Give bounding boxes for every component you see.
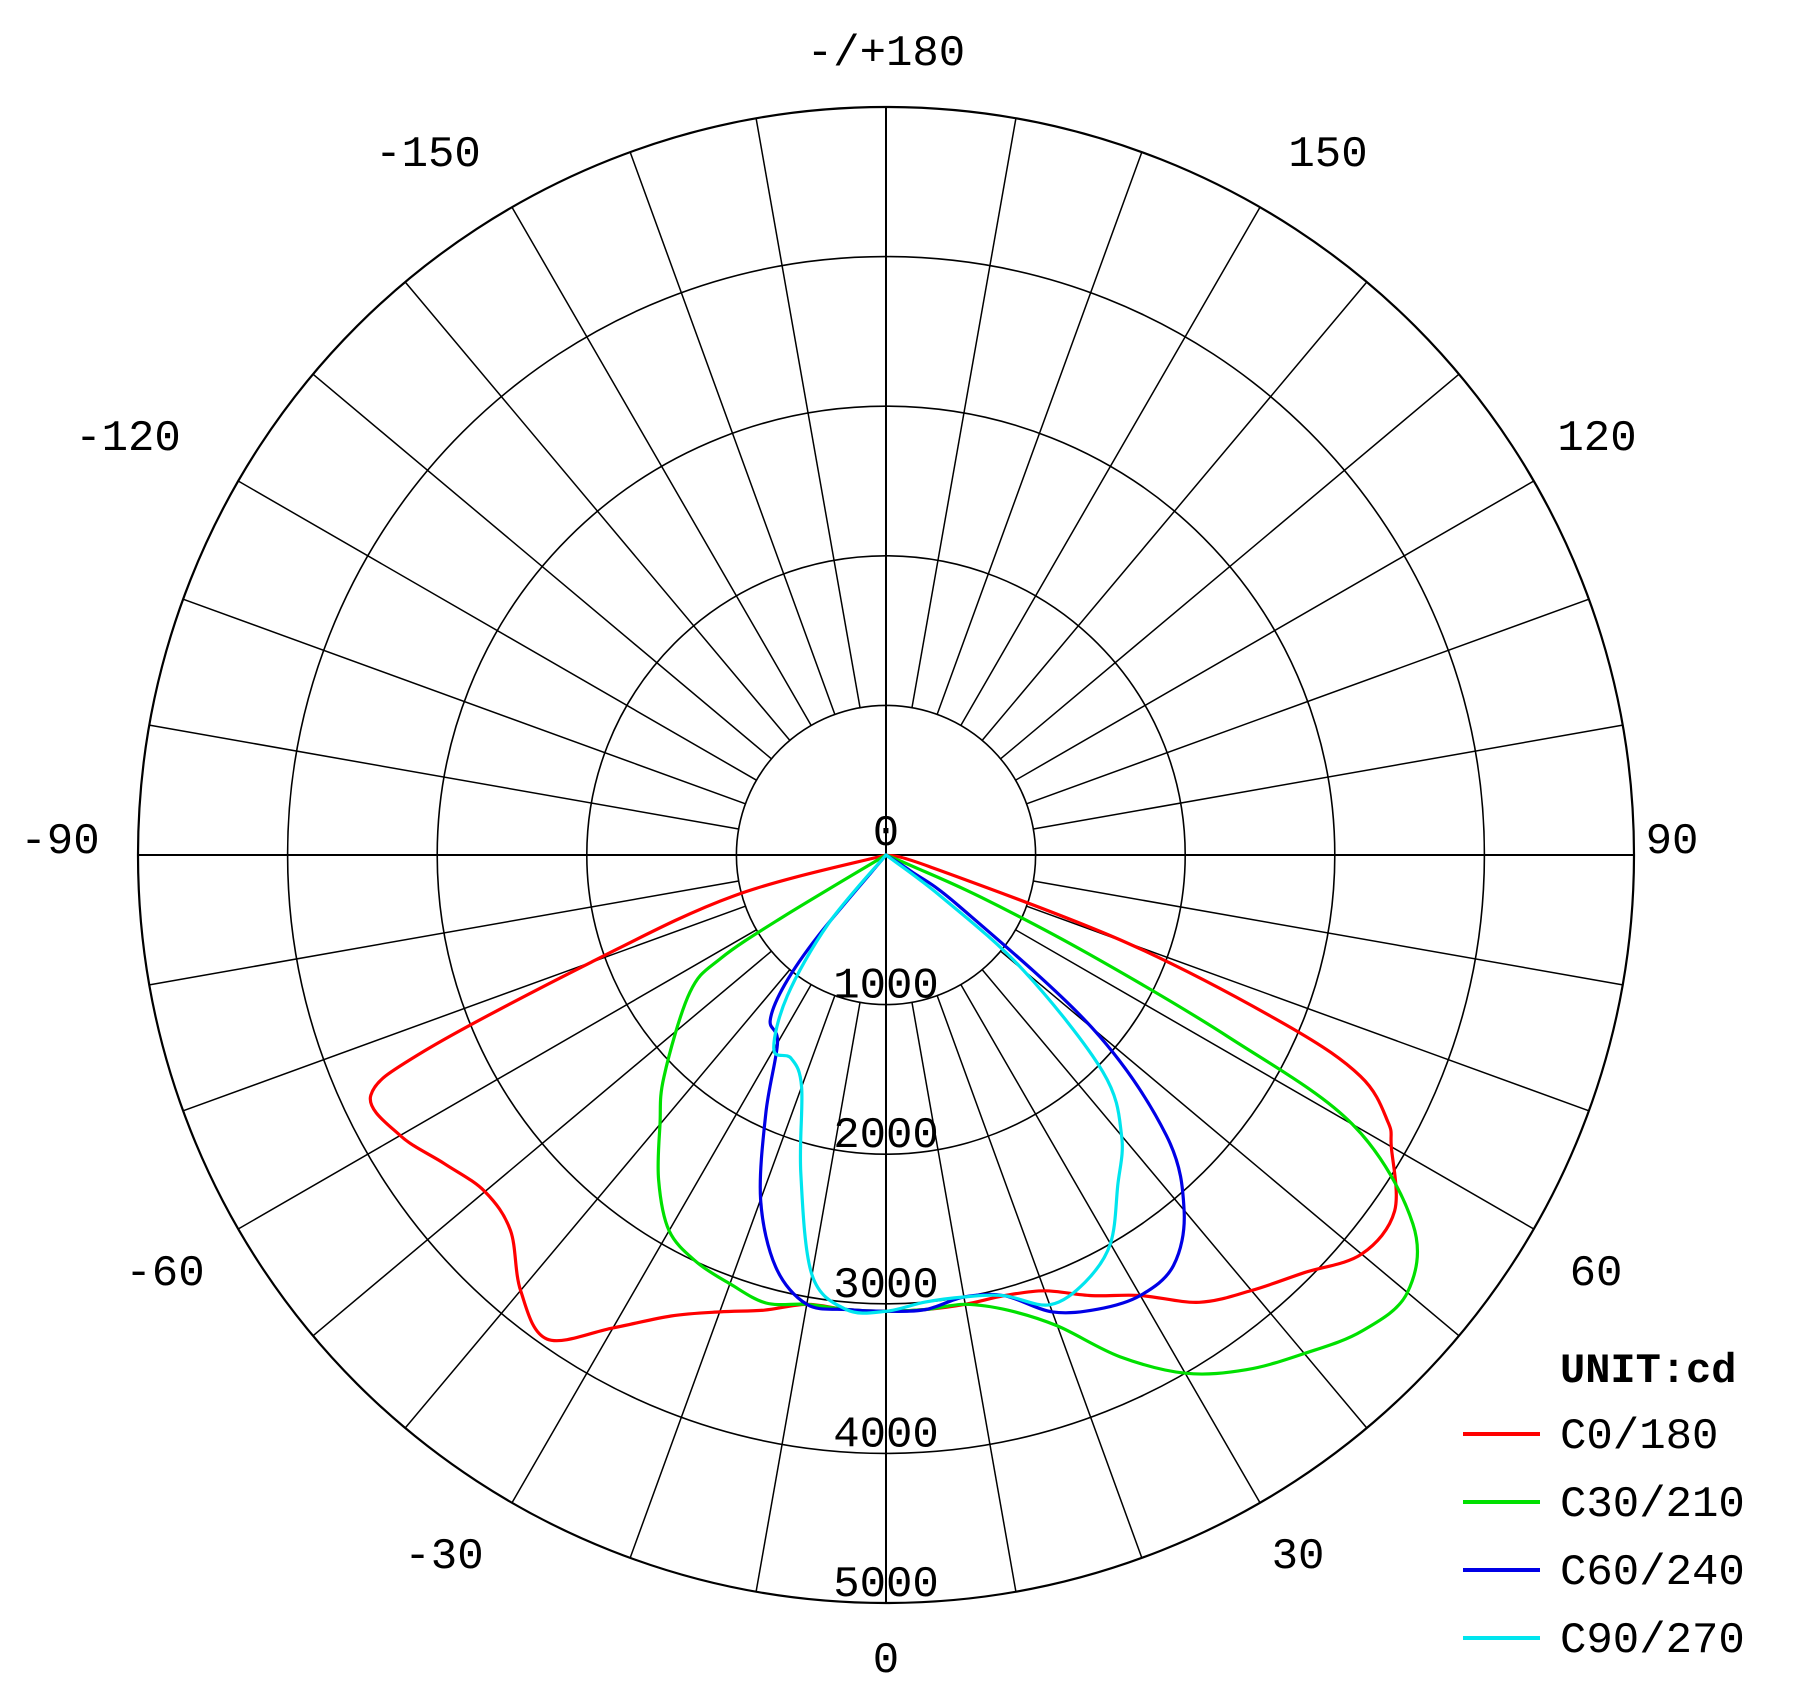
grid-spoke--40 [404, 969, 791, 1429]
grid-spoke--140 [404, 281, 791, 741]
grid-spoke-140 [981, 281, 1368, 741]
angle-label-90: 90 [1646, 817, 1699, 867]
radial-tick-label-4000: 4000 [833, 1410, 939, 1460]
legend-label: C90/270 [1560, 1616, 1745, 1666]
angle-label-60: 60 [1570, 1249, 1623, 1299]
grid-spoke-80 [1033, 880, 1623, 986]
legend-label: C30/210 [1560, 1480, 1745, 1530]
angle-label-30: 30 [1272, 1532, 1325, 1582]
series-curves [368, 853, 1420, 1376]
legend-label: C0/180 [1560, 1412, 1718, 1462]
radial-tick-label-2000: 2000 [833, 1111, 939, 1161]
angle-label-minus-150: -150 [375, 130, 481, 180]
radial-tick-label-1000: 1000 [833, 962, 939, 1012]
grid-spoke-120 [1015, 480, 1535, 781]
legend-label: C60/240 [1560, 1548, 1745, 1598]
grid-spoke-40 [981, 969, 1368, 1429]
grid-spoke-100 [1033, 724, 1623, 830]
grid-spoke-160 [936, 151, 1143, 715]
grid-spoke--110 [182, 598, 746, 805]
grid-spoke--160 [629, 151, 836, 715]
legend: UNIT:cd C0/180 C30/210 C60/240 C90/270 [1463, 1347, 1745, 1666]
grid-spoke--70 [182, 905, 746, 1112]
grid-spoke-50 [1000, 950, 1460, 1337]
angle-label-150: 150 [1288, 130, 1367, 180]
grid-spoke--150 [511, 206, 812, 726]
angle-label-0: 0 [873, 1636, 899, 1686]
radial-tick-label-5000: 5000 [833, 1560, 939, 1610]
radial-tick-label-0: 0 [873, 809, 899, 859]
grid-spoke--100 [149, 724, 739, 830]
unit-label: UNIT:cd [1560, 1347, 1736, 1395]
grid-spoke--120 [237, 480, 757, 781]
grid-spoke-170 [911, 118, 1017, 708]
angle-label-minus-30: -30 [404, 1532, 483, 1582]
grid-spoke--80 [149, 880, 739, 986]
angle-label-minus-120: -120 [75, 414, 181, 464]
angle-label-minus-90: -90 [20, 817, 99, 867]
grid-spoke--130 [312, 373, 772, 760]
radial-tick-label-3000: 3000 [833, 1261, 939, 1311]
grid-spoke-60 [1015, 929, 1535, 1230]
series-line-c90-270 [772, 853, 1124, 1315]
grid-spoke-150 [960, 206, 1261, 726]
grid-spoke-110 [1026, 598, 1590, 805]
grid-spoke-20 [936, 995, 1143, 1559]
grid-spoke--60 [237, 929, 757, 1230]
grid-spoke--50 [312, 950, 772, 1337]
radial-tick-labels: 0 1000 2000 3000 4000 5000 [833, 809, 939, 1610]
grid-spoke--10 [755, 1002, 861, 1592]
grid-spoke--20 [629, 995, 836, 1559]
angle-label-180: -/+180 [807, 29, 965, 79]
grid-spoke-130 [1000, 373, 1460, 760]
grid-spoke--170 [755, 118, 861, 708]
angle-tick-labels: 0 30 60 90 120 150 -/+180 -150 -120 -90 -60 -30 [20, 29, 1698, 1686]
grid-spoke--30 [511, 984, 812, 1504]
angle-label-120: 120 [1557, 414, 1636, 464]
series-line-c30-210 [656, 853, 1420, 1376]
series-line-c60-240 [758, 853, 1186, 1315]
angle-label-minus-60: -60 [125, 1249, 204, 1299]
